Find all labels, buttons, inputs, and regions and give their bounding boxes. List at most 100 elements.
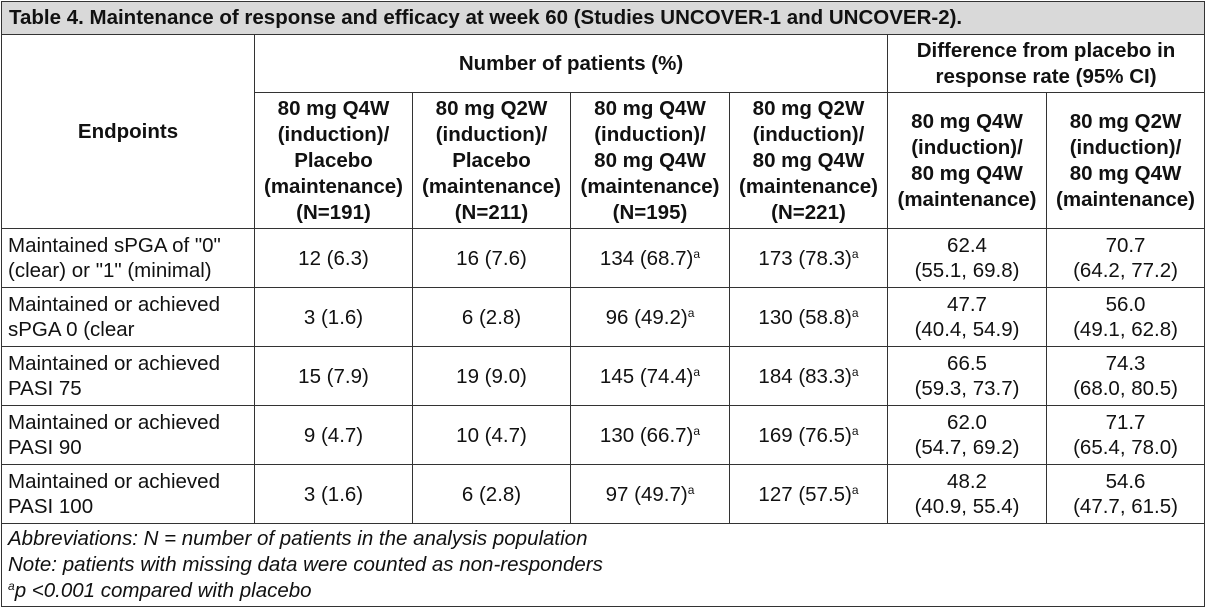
column-header-line: Placebo xyxy=(294,148,373,172)
endpoints-header: Endpoints xyxy=(1,34,255,229)
patient-count-value: 9 (4.7) xyxy=(303,423,364,447)
patient-count-cell: 10 (4.7) xyxy=(412,405,571,465)
confidence-interval: (40.9, 55.4) xyxy=(914,495,1020,518)
patient-count-cell: 127 (57.5)a xyxy=(729,464,888,524)
column-header-line: 80 mg Q4W xyxy=(911,109,1023,133)
patient-count-value: 10 (4.7) xyxy=(456,423,527,447)
significance-marker: a xyxy=(851,482,859,497)
confidence-interval: (55.1, 69.8) xyxy=(914,259,1020,282)
footnote-abbreviations: Abbreviations: N = number of patients in… xyxy=(8,527,588,550)
column-header-line: (N=191) xyxy=(296,200,371,224)
patient-count-value: 6 (2.8) xyxy=(461,305,522,329)
difference-value: 66.5 xyxy=(947,352,987,375)
patient-count-value: 127 (57.5) xyxy=(758,482,852,506)
column-header-line: (N=211) xyxy=(454,200,529,224)
patient-count-cell: 134 (68.7)a xyxy=(570,228,730,288)
column-header-4: 80 mg Q2W (induction)/80 mg Q4W (maintenan… xyxy=(729,92,888,229)
column-header-line: 80 mg Q4W xyxy=(594,148,706,172)
difference-cell: 54.6 (47.7, 61.5) xyxy=(1045,464,1205,524)
patient-count-value: 96 (49.2) xyxy=(605,305,688,329)
difference-header-text: Difference from placebo in response rate… xyxy=(916,38,1176,88)
confidence-interval: (68.0, 80.5) xyxy=(1073,377,1178,400)
endpoint-label: Maintained or achieved PASI 75 xyxy=(1,346,255,406)
endpoint-label-line: PASI 90 xyxy=(8,436,82,459)
footnote-marker: a xyxy=(8,579,15,593)
column-header-line: (N=195) xyxy=(612,200,688,224)
patient-count-cell: 16 (7.6) xyxy=(412,228,571,288)
significance-marker: a xyxy=(687,305,695,320)
difference-value: 70.7 xyxy=(1105,234,1146,257)
column-header-5: 80 mg Q4W (induction)/80 mg Q4W (maintenan… xyxy=(887,92,1047,229)
significance-marker: a xyxy=(693,364,701,379)
column-header-line: Placebo xyxy=(452,148,531,172)
patient-count-cell: 3 (1.6) xyxy=(254,287,413,347)
table-row: Maintained sPGA of "0" (clear) or "1" (mi… xyxy=(1,228,1205,288)
difference-value: 47.7 xyxy=(947,293,987,316)
column-header-line: (maintenance) xyxy=(422,174,561,198)
patient-count-cell: 145 (74.4)a xyxy=(570,346,730,406)
significance-marker: a xyxy=(693,246,701,261)
difference-cell: 56.0 (49.1, 62.8) xyxy=(1045,287,1205,347)
difference-value: 74.3 xyxy=(1105,352,1146,375)
column-header-line: (induction)/ xyxy=(435,122,548,146)
difference-cell: 62.4 (55.1, 69.8) xyxy=(887,228,1047,288)
patient-count-cell: 3 (1.6) xyxy=(254,464,413,524)
patient-count-value: 12 (6.3) xyxy=(298,246,369,270)
confidence-interval: (49.1, 62.8) xyxy=(1073,318,1178,341)
column-header-line: (induction)/ xyxy=(911,135,1023,159)
difference-value: 71.7 xyxy=(1105,411,1146,434)
column-header-line: 80 mg Q4W xyxy=(911,161,1023,185)
difference-cell: 71.7 (65.4, 78.0) xyxy=(1045,405,1205,465)
column-header-line: 80 mg Q4W xyxy=(594,96,706,120)
column-header-line: (maintenance) xyxy=(897,187,1037,211)
patient-count-value: 130 (58.8) xyxy=(758,305,852,329)
endpoint-label: Maintained or achieved sPGA 0 (clear xyxy=(1,287,255,347)
footnote-note: Note: patients with missing data were co… xyxy=(8,553,603,576)
significance-marker: a xyxy=(851,364,859,379)
column-header-6: 80 mg Q2W (induction)/80 mg Q4W (maintenan… xyxy=(1045,92,1205,229)
patient-count-cell: 169 (76.5)a xyxy=(729,405,888,465)
column-header-3: 80 mg Q4W (induction)/80 mg Q4W (maintenan… xyxy=(570,92,730,229)
patient-count-cell: 173 (78.3)a xyxy=(729,228,888,288)
endpoint-label-line: sPGA 0 (clear xyxy=(8,318,135,341)
patient-count-cell: 19 (9.0) xyxy=(412,346,571,406)
patient-count-cell: 130 (58.8)a xyxy=(729,287,888,347)
column-header-line: 80 mg Q2W xyxy=(435,96,548,120)
endpoint-label: Maintained or achieved PASI 90 xyxy=(1,405,255,465)
patient-count-value: 3 (1.6) xyxy=(303,482,364,506)
patient-count-value: 19 (9.0) xyxy=(456,364,527,388)
difference-cell: 74.3 (68.0, 80.5) xyxy=(1045,346,1205,406)
column-header-line: (induction)/ xyxy=(594,122,706,146)
table-title: Table 4. Maintenance of response and eff… xyxy=(0,1,1205,35)
patient-count-value: 130 (66.7) xyxy=(599,423,694,447)
patient-count-cell: 15 (7.9) xyxy=(254,346,413,406)
endpoint-label-line: PASI 75 xyxy=(8,377,82,400)
confidence-interval: (40.4, 54.9) xyxy=(914,318,1020,341)
endpoint-label: Maintained or achieved PASI 100 xyxy=(1,464,255,524)
column-header-line: 80 mg Q4W xyxy=(1069,161,1182,185)
patient-count-cell: 9 (4.7) xyxy=(254,405,413,465)
significance-marker: a xyxy=(693,423,701,438)
endpoint-label-line: Maintained or achieved xyxy=(8,411,220,434)
column-header-1: 80 mg Q4W (induction)/Placebo (maintenance… xyxy=(254,92,413,229)
column-header-line: (N=221) xyxy=(771,200,846,224)
footnotes: Abbreviations: N = number of patients in… xyxy=(0,523,1205,607)
column-header-line: (induction)/ xyxy=(277,122,390,146)
column-header-line: (maintenance) xyxy=(1056,187,1196,211)
table-row: Maintained or achieved sPGA 0 (clear 3 (1.… xyxy=(1,287,1205,347)
column-header-line: 80 mg Q2W xyxy=(752,96,865,120)
table-row: Maintained or achieved PASI 90 9 (4.7) 10 (… xyxy=(1,405,1205,465)
patient-count-value: 97 (49.7) xyxy=(605,482,688,506)
column-header-line: (maintenance) xyxy=(580,174,720,198)
patient-count-value: 134 (68.7) xyxy=(599,246,694,270)
patient-count-value: 16 (7.6) xyxy=(456,246,527,270)
patient-count-value: 3 (1.6) xyxy=(303,305,364,329)
patient-count-cell: 6 (2.8) xyxy=(412,464,571,524)
column-header-line: (induction)/ xyxy=(1069,135,1182,159)
patient-count-cell: 12 (6.3) xyxy=(254,228,413,288)
patient-count-cell: 96 (49.2)a xyxy=(570,287,730,347)
endpoint-label-line: (clear) or "1" (minimal) xyxy=(8,259,212,282)
difference-cell: 48.2 (40.9, 55.4) xyxy=(887,464,1047,524)
footnote-significance-text: p <0.001 compared with placebo xyxy=(14,579,312,602)
patient-count-cell: 97 (49.7)a xyxy=(570,464,730,524)
